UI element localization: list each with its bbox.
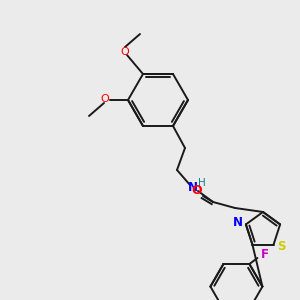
Text: S: S <box>277 240 286 253</box>
Text: O: O <box>121 47 129 57</box>
Text: O: O <box>192 184 202 197</box>
Text: O: O <box>100 94 109 104</box>
Text: N: N <box>188 182 198 194</box>
Text: N: N <box>233 216 243 229</box>
Text: H: H <box>198 178 206 188</box>
Text: F: F <box>260 248 268 260</box>
